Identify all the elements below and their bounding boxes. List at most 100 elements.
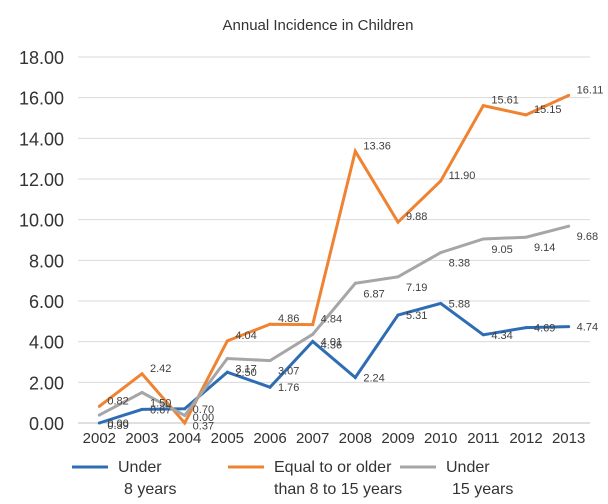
data-label: 5.31	[406, 310, 427, 322]
y-tick-label: 18.00	[19, 48, 64, 68]
data-label: 4.84	[321, 314, 342, 326]
data-point	[524, 113, 528, 117]
data-point	[567, 325, 571, 329]
gridlines	[78, 56, 590, 424]
data-label: 5.88	[449, 298, 470, 310]
y-tick-label: 6.00	[29, 292, 64, 312]
data-label: 8.38	[449, 258, 470, 270]
data-point	[140, 391, 144, 394]
x-tick-label: 2010	[424, 430, 457, 447]
x-tick-label: 2003	[125, 430, 158, 447]
x-tick-label: 2013	[552, 430, 585, 447]
data-point	[183, 407, 187, 411]
data-point	[268, 385, 272, 389]
data-point	[481, 333, 485, 337]
data-point	[140, 372, 144, 376]
data-point	[225, 339, 229, 343]
series-lines	[97, 93, 571, 426]
data-point	[225, 357, 229, 361]
data-label: 4.04	[235, 330, 256, 342]
data-point	[396, 313, 400, 317]
data-label: 9.68	[577, 231, 598, 243]
x-tick-label: 2011	[467, 430, 499, 447]
data-label: 0.70	[193, 404, 214, 416]
x-tick-label: 2008	[339, 430, 372, 447]
x-tick-label: 2012	[509, 430, 542, 447]
data-label: 15.15	[534, 104, 562, 116]
data-label: 4.36	[321, 339, 342, 351]
axes: 0.00 2.00 4.00 6.00 8.00 10.00 12.00 14.00 16.00…	[19, 48, 585, 447]
series-line	[98, 224, 570, 418]
data-point	[311, 323, 315, 327]
data-label: 0.00	[193, 412, 214, 424]
data-point	[183, 413, 187, 417]
data-label: 0.82	[107, 395, 128, 407]
data-point	[481, 237, 485, 241]
y-tick-label: 14.00	[19, 129, 64, 149]
data-label: 1.76	[278, 382, 299, 394]
data-label: 0.67	[150, 404, 171, 416]
data-point	[481, 104, 485, 108]
x-tick-label: 2002	[83, 430, 116, 447]
data-point	[311, 339, 315, 343]
data-point	[439, 301, 443, 305]
x-tick-label: 2009	[381, 430, 414, 447]
y-tick-label: 10.00	[19, 211, 64, 231]
data-point	[97, 413, 101, 417]
series-line	[98, 94, 570, 426]
x-tick-label: 2007	[296, 430, 329, 447]
x-tick-label: 2004	[168, 430, 201, 447]
data-point	[353, 149, 357, 153]
data-label: 4.86	[278, 313, 299, 325]
data-label: 0.39	[107, 420, 128, 432]
data-point	[353, 281, 357, 285]
data-point	[140, 407, 144, 411]
data-label: 2.24	[363, 372, 384, 384]
x-tick-label: 2006	[253, 430, 286, 447]
data-label: 11.90	[449, 170, 476, 182]
data-point	[183, 421, 187, 425]
legend-label: Under	[118, 459, 162, 476]
legend: Under 8 years Equal to or older than 8 to 1…	[72, 459, 513, 498]
data-point	[268, 359, 272, 363]
y-tick-label: 12.00	[19, 170, 64, 190]
data-point	[567, 93, 571, 97]
data-label: 3.17	[235, 364, 256, 376]
data-point	[97, 404, 101, 408]
data-label: 1.50	[150, 398, 171, 410]
data-point	[396, 275, 400, 279]
data-label: 9.14	[534, 242, 555, 254]
data-label: 9.05	[491, 244, 512, 256]
legend-label: 15 years	[452, 481, 513, 498]
data-point	[396, 220, 400, 224]
data-label: 0.00	[107, 418, 128, 430]
legend-label: 8 years	[124, 481, 176, 498]
data-point	[353, 375, 357, 379]
data-label: 4.01	[321, 336, 342, 348]
data-point	[567, 224, 571, 228]
data-label: 4.34	[491, 330, 512, 342]
y-tick-label: 16.00	[19, 89, 64, 109]
data-point	[311, 332, 315, 336]
data-label: 7.19	[406, 282, 427, 294]
data-point	[524, 326, 528, 330]
y-tick-label: 8.00	[29, 251, 64, 271]
legend-label: than 8 to 15 years	[274, 481, 402, 498]
data-point	[225, 370, 229, 374]
x-tick-label: 2005	[211, 430, 244, 447]
data-point	[524, 235, 528, 239]
data-label: 3.07	[278, 366, 299, 378]
data-label: 9.88	[406, 211, 427, 223]
data-label: 0.37	[193, 420, 214, 432]
data-label: 4.74	[577, 322, 598, 334]
data-label: 6.87	[363, 288, 384, 300]
data-label: 15.61	[491, 95, 519, 107]
y-tick-label: 4.00	[29, 333, 64, 353]
legend-label: Equal to or older	[274, 459, 392, 476]
data-label: 13.36	[363, 140, 391, 152]
data-label: 2.42	[150, 363, 171, 375]
series-line	[98, 301, 569, 425]
data-point	[439, 179, 443, 183]
data-point	[439, 251, 443, 255]
